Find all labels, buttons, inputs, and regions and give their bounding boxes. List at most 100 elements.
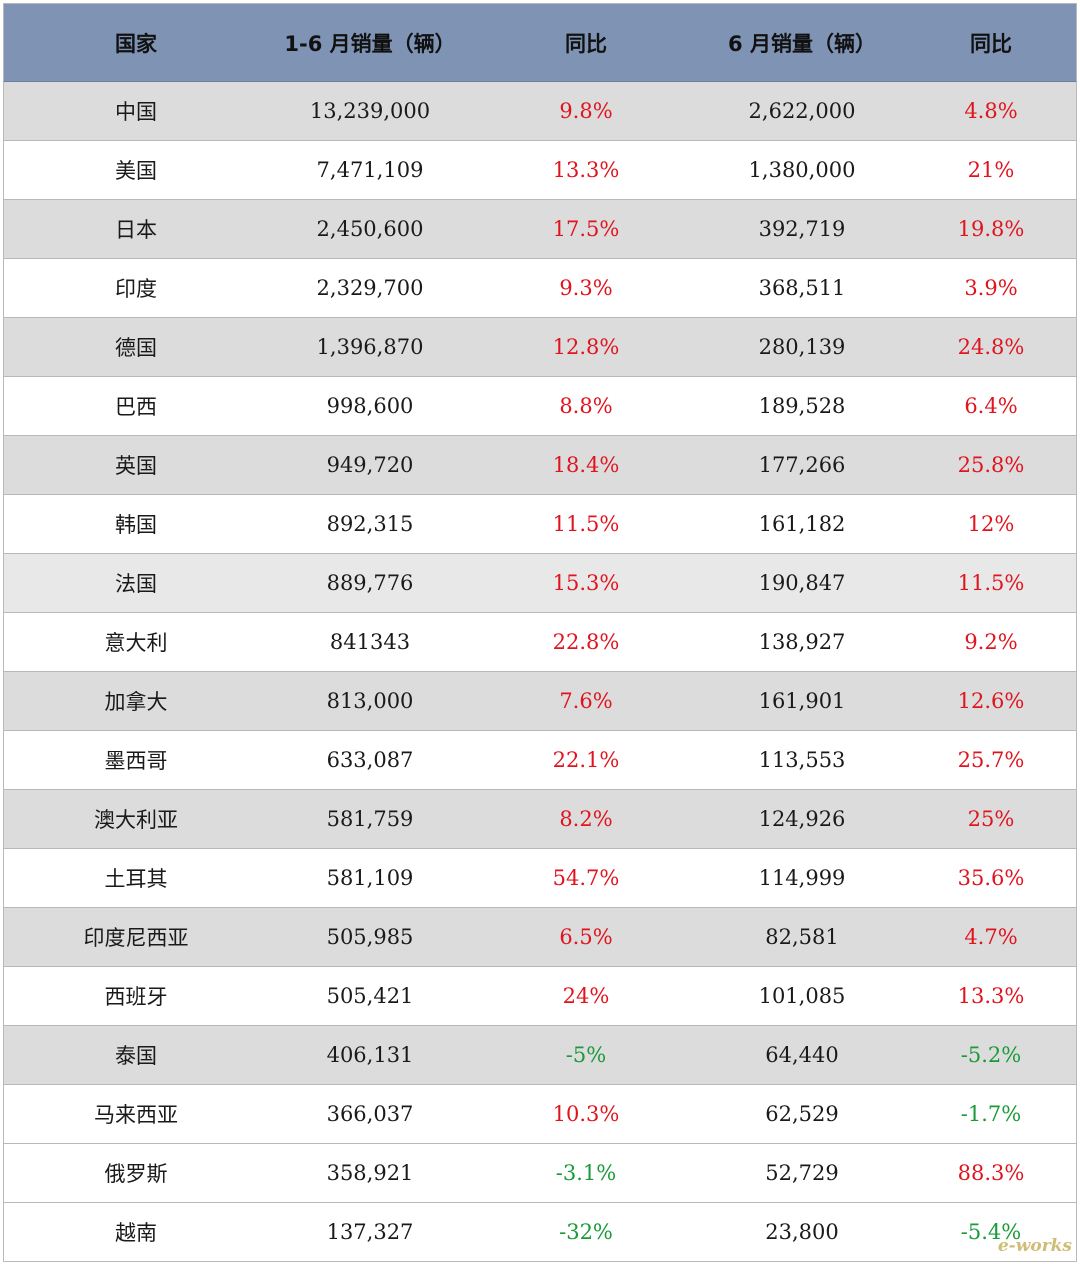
cell-h1-sales: 2,329,700 [316,276,424,300]
sales-table: 国家 1-6 月销量（辆） 同比 6 月销量（辆） 同比 中国 13,239,00… [3,3,1077,1262]
cell-h1-yoy: -3.1% [555,1161,617,1185]
cell-country: 泰国 [115,1044,157,1068]
table-row: 澳大利亚 581,759 8.2% 124,926 25% [3,790,1077,849]
cell-jun-sales: 124,926 [758,807,846,831]
cell-jun-yoy: 12.6% [957,689,1025,713]
cell-h1-sales: 406,131 [326,1043,414,1067]
cell-h1-sales: 841343 [329,630,411,654]
table-row: 意大利 841343 22.8% 138,927 9.2% [3,613,1077,672]
cell-jun-sales: 190,847 [758,571,846,595]
cell-h1-yoy: 15.3% [552,571,620,595]
table-row: 印度 2,329,700 9.3% 368,511 3.9% [3,259,1077,318]
table-row: 印度尼西亚 505,985 6.5% 82,581 4.7% [3,908,1077,967]
cell-h1-yoy: 10.3% [552,1102,620,1126]
cell-jun-sales: 64,440 [765,1043,839,1067]
cell-country: 加拿大 [104,690,168,714]
cell-h1-sales: 998,600 [326,394,414,418]
cell-h1-yoy: 12.8% [552,335,620,359]
cell-country: 墨西哥 [104,749,168,773]
cell-jun-sales: 161,901 [758,689,846,713]
cell-jun-sales: 161,182 [758,512,846,536]
cell-jun-yoy: -5.2% [960,1043,1022,1067]
table-row: 墨西哥 633,087 22.1% 113,553 25.7% [3,731,1077,790]
cell-jun-yoy: 11.5% [957,571,1025,595]
cell-jun-sales: 114,999 [758,866,846,890]
cell-h1-sales: 949,720 [326,453,414,477]
cell-jun-yoy: 25% [967,807,1015,831]
cell-jun-sales: 52,729 [765,1161,839,1185]
cell-h1-yoy: 17.5% [552,217,620,241]
table-row: 日本 2,450,600 17.5% 392,719 19.8% [3,200,1077,259]
cell-h1-yoy: 7.6% [559,689,613,713]
cell-country: 巴西 [115,395,157,419]
table-row: 美国 7,471,109 13.3% 1,380,000 21% [3,141,1077,200]
cell-country: 意大利 [104,631,168,655]
table-row: 法国 889,776 15.3% 190,847 11.5% [3,554,1077,613]
cell-jun-yoy: -1.7% [960,1102,1022,1126]
header-jun-yoy: 同比 [970,31,1012,56]
cell-jun-sales: 23,800 [765,1220,839,1244]
cell-country: 土耳其 [104,867,168,891]
cell-h1-sales: 813,000 [326,689,414,713]
cell-h1-sales: 366,037 [326,1102,414,1126]
table-row: 巴西 998,600 8.8% 189,528 6.4% [3,377,1077,436]
cell-country: 俄罗斯 [104,1162,168,1186]
cell-country: 法国 [115,572,157,596]
cell-jun-sales: 113,553 [758,748,846,772]
cell-h1-sales: 892,315 [326,512,414,536]
cell-h1-sales: 581,109 [326,866,414,890]
cell-jun-yoy: 19.8% [957,217,1025,241]
cell-h1-sales: 7,471,109 [316,158,424,182]
cell-jun-sales: 392,719 [758,217,846,241]
table-row: 泰国 406,131 -5% 64,440 -5.2% [3,1026,1077,1085]
table-row: 马来西亚 366,037 10.3% 62,529 -1.7% [3,1085,1077,1144]
cell-h1-yoy: 8.8% [559,394,613,418]
cell-jun-yoy: 12% [967,512,1015,536]
cell-h1-sales: 1,396,870 [316,335,424,359]
cell-jun-sales: 82,581 [765,925,839,949]
cell-h1-yoy: 13.3% [552,158,620,182]
table-row: 越南 137,327 -32% 23,800 -5.4% [3,1203,1077,1262]
cell-country: 美国 [115,159,157,183]
cell-h1-yoy: 22.8% [552,630,620,654]
cell-jun-sales: 177,266 [758,453,846,477]
table-row: 韩国 892,315 11.5% 161,182 12% [3,495,1077,554]
cell-jun-yoy: 35.6% [957,866,1025,890]
cell-h1-yoy: 18.4% [552,453,620,477]
cell-h1-yoy: 22.1% [552,748,620,772]
cell-country: 西班牙 [104,985,168,1009]
header-h1-yoy: 同比 [565,31,607,56]
cell-h1-sales: 2,450,600 [316,217,424,241]
cell-jun-yoy: 9.2% [964,630,1018,654]
cell-country: 马来西亚 [94,1103,178,1127]
cell-jun-yoy: 24.8% [957,335,1025,359]
cell-h1-sales: 581,759 [326,807,414,831]
cell-jun-yoy: 25.7% [957,748,1025,772]
table-row: 德国 1,396,870 12.8% 280,139 24.8% [3,318,1077,377]
cell-country: 德国 [115,336,157,360]
cell-jun-yoy: 3.9% [964,276,1018,300]
cell-jun-sales: 189,528 [758,394,846,418]
cell-jun-sales: 280,139 [758,335,846,359]
cell-jun-yoy: 4.7% [964,925,1018,949]
cell-jun-yoy: -5.4% [960,1220,1022,1244]
cell-country: 澳大利亚 [94,808,178,832]
cell-h1-yoy: -32% [559,1220,613,1244]
table-body: 中国 13,239,000 9.8% 2,622,000 4.8% 美国 7,471,109… [3,82,1077,1262]
cell-country: 英国 [115,454,157,478]
table-row: 土耳其 581,109 54.7% 114,999 35.6% [3,849,1077,908]
cell-jun-yoy: 88.3% [957,1161,1025,1185]
table-row: 俄罗斯 358,921 -3.1% 52,729 88.3% [3,1144,1077,1203]
cell-h1-yoy: -5% [565,1043,607,1067]
header-h1-sales: 1-6 月销量（辆） [284,31,456,56]
cell-jun-yoy: 4.8% [964,99,1018,123]
cell-country: 印度尼西亚 [83,926,189,950]
cell-jun-sales: 1,380,000 [748,158,856,182]
cell-jun-sales: 62,529 [765,1102,839,1126]
table-row: 中国 13,239,000 9.8% 2,622,000 4.8% [3,82,1077,141]
cell-h1-yoy: 6.5% [559,925,613,949]
cell-jun-yoy: 21% [967,158,1015,182]
cell-jun-sales: 101,085 [758,984,846,1008]
cell-jun-yoy: 13.3% [957,984,1025,1008]
table-row: 西班牙 505,421 24% 101,085 13.3% [3,967,1077,1026]
